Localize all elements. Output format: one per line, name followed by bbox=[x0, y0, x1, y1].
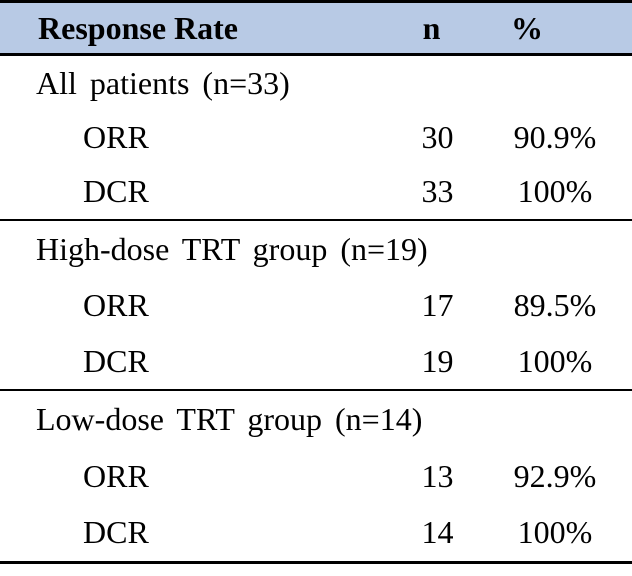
header-cell-n: n bbox=[422, 9, 441, 46]
table-row: DCR 33 100% bbox=[0, 165, 632, 219]
row-label: ORR bbox=[83, 118, 149, 155]
section-high-dose-trt: High-dose TRT group (n=19) ORR 17 89.5% … bbox=[0, 221, 632, 391]
row-percent-value: 100% bbox=[517, 173, 593, 210]
section-title: Low-dose TRT group (n=14) bbox=[36, 400, 423, 437]
section-title: All patients (n=33) bbox=[36, 64, 290, 101]
section-title: High-dose TRT group (n=19) bbox=[36, 230, 428, 267]
row-percent-value: 89.5% bbox=[513, 286, 597, 323]
response-rate-table: Response Rate n % All patients (n=33) OR… bbox=[0, 0, 632, 564]
table-row: ORR 13 92.9% bbox=[0, 448, 632, 505]
row-percent-value: 90.9% bbox=[513, 118, 597, 155]
row-label: DCR bbox=[83, 342, 149, 379]
section-title-row: High-dose TRT group (n=19) bbox=[0, 221, 632, 277]
row-percent-value: 92.9% bbox=[513, 457, 597, 494]
table-row: DCR 14 100% bbox=[0, 504, 632, 561]
section-low-dose-trt: Low-dose TRT group (n=14) ORR 13 92.9% D… bbox=[0, 391, 632, 561]
row-n-value: 17 bbox=[421, 286, 454, 323]
section-title-row: Low-dose TRT group (n=14) bbox=[0, 391, 632, 448]
row-n-value: 19 bbox=[421, 342, 454, 379]
row-label: ORR bbox=[83, 457, 149, 494]
row-n-value: 30 bbox=[421, 118, 454, 155]
row-percent-value: 100% bbox=[517, 514, 593, 551]
row-n-value: 13 bbox=[421, 457, 454, 494]
table-row: DCR 19 100% bbox=[0, 333, 632, 389]
table-header-row: Response Rate n % bbox=[0, 3, 632, 56]
row-n-value: 14 bbox=[421, 514, 454, 551]
row-label: ORR bbox=[83, 286, 149, 323]
section-title-row: All patients (n=33) bbox=[0, 56, 632, 110]
table-row: ORR 17 89.5% bbox=[0, 277, 632, 333]
row-label: DCR bbox=[83, 173, 149, 210]
row-percent-value: 100% bbox=[517, 342, 593, 379]
row-n-value: 33 bbox=[421, 173, 454, 210]
row-label: DCR bbox=[83, 514, 149, 551]
header-cell-response-rate: Response Rate bbox=[38, 9, 238, 46]
table-row: ORR 30 90.9% bbox=[0, 110, 632, 164]
header-cell-percent: % bbox=[511, 9, 543, 46]
section-all-patients: All patients (n=33) ORR 30 90.9% DCR 33 … bbox=[0, 56, 632, 221]
